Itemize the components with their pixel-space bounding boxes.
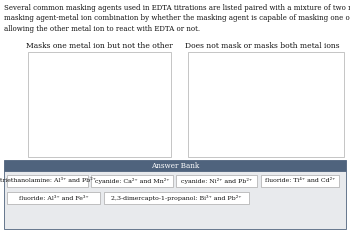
Text: triethanolamine: Al³⁺ and Pb²⁺: triethanolamine: Al³⁺ and Pb²⁺: [0, 178, 96, 184]
FancyBboxPatch shape: [4, 171, 346, 229]
FancyBboxPatch shape: [188, 52, 344, 157]
FancyBboxPatch shape: [7, 175, 88, 187]
FancyBboxPatch shape: [4, 160, 346, 171]
Text: fluoride: Al³⁺ and Fe³⁺: fluoride: Al³⁺ and Fe³⁺: [19, 195, 88, 201]
Text: 2,3-dimercapto-1-propanol: Bi³⁺ and Pb²⁺: 2,3-dimercapto-1-propanol: Bi³⁺ and Pb²⁺: [111, 195, 242, 201]
Text: Several common masking agents used in EDTA titrations are listed paired with a m: Several common masking agents used in ED…: [4, 4, 350, 33]
FancyBboxPatch shape: [7, 192, 100, 204]
FancyBboxPatch shape: [176, 175, 257, 187]
Text: fluoride: Ti⁴⁺ and Cd²⁺: fluoride: Ti⁴⁺ and Cd²⁺: [265, 178, 335, 184]
FancyBboxPatch shape: [91, 175, 173, 187]
Text: cyanide: Ni²⁺ and Pb²⁺: cyanide: Ni²⁺ and Pb²⁺: [181, 178, 252, 184]
FancyBboxPatch shape: [261, 175, 339, 187]
Text: Answer Bank: Answer Bank: [151, 161, 199, 169]
Text: cyanide: Ca²⁺ and Mn²⁺: cyanide: Ca²⁺ and Mn²⁺: [95, 178, 169, 184]
FancyBboxPatch shape: [104, 192, 249, 204]
Text: Does not mask or masks both metal ions: Does not mask or masks both metal ions: [185, 42, 339, 50]
Text: Masks one metal ion but not the other: Masks one metal ion but not the other: [26, 42, 173, 50]
FancyBboxPatch shape: [28, 52, 171, 157]
